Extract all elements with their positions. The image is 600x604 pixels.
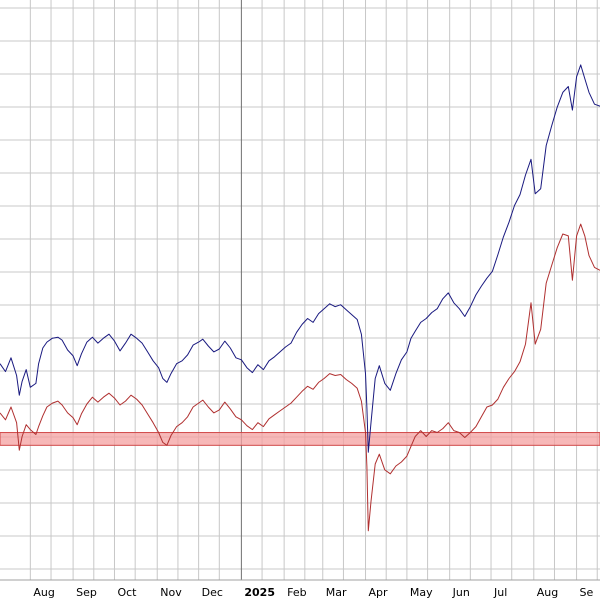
x-tick-label: Jun (452, 586, 470, 599)
x-tick-label: Nov (160, 586, 182, 599)
x-tick-label: Feb (287, 586, 306, 599)
x-tick-label: Dec (202, 586, 223, 599)
x-tick-label: May (410, 586, 433, 599)
x-tick-label: Mar (326, 586, 347, 599)
x-tick-label: Oct (117, 586, 137, 599)
series-line-1 (0, 64, 600, 453)
x-tick-label: Jul (493, 586, 507, 599)
support-band (0, 432, 600, 446)
x-tick-label: 2025 (244, 586, 275, 599)
x-tick-label: Se (580, 586, 594, 599)
x-tick-label: Apr (369, 586, 389, 599)
band-layer (0, 432, 600, 446)
x-tick-label: Sep (76, 586, 97, 599)
x-tick-label: Aug (537, 586, 558, 599)
series-layer (0, 64, 600, 532)
x-axis-ticks: Aug Sep Oct Nov Dec 2025 Feb Mar Apr May Jun Jul Aug… (33, 586, 593, 599)
series-line-2 (0, 223, 600, 532)
x-tick-label: Aug (33, 586, 54, 599)
